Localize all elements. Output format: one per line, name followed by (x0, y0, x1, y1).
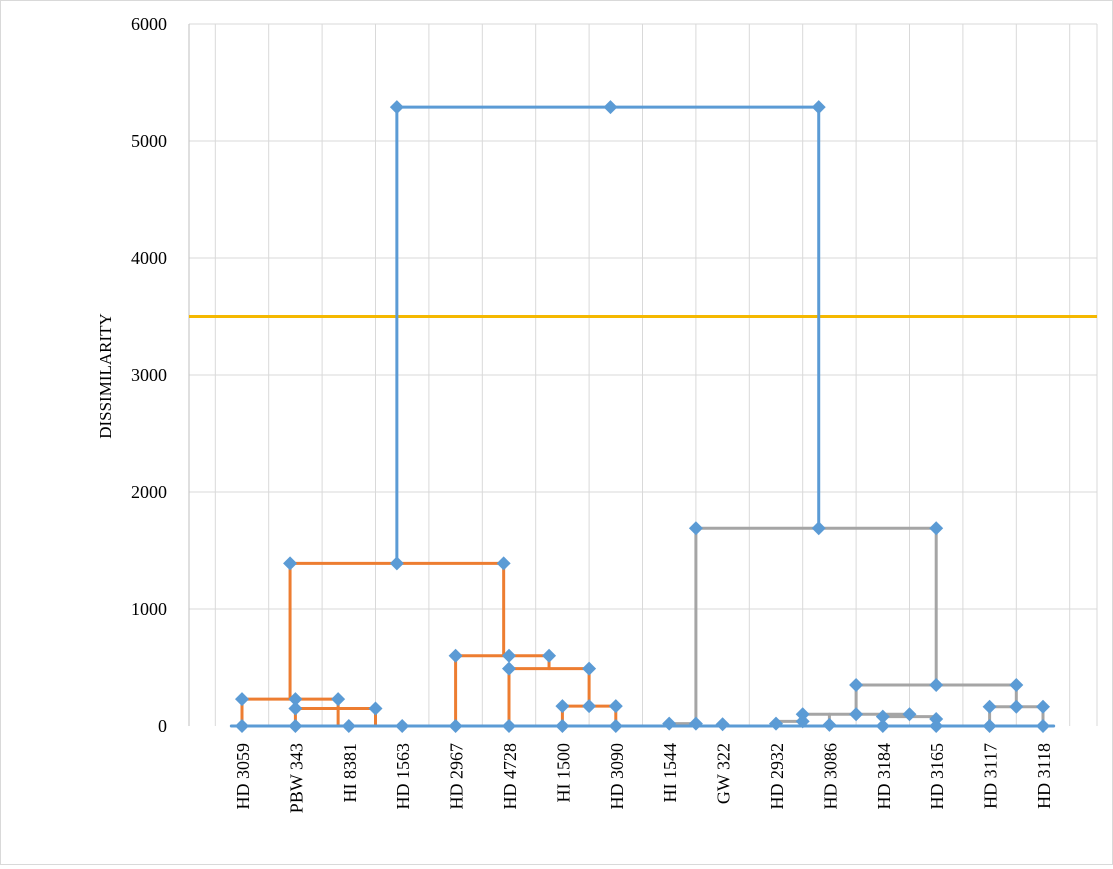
y-tick-label: 0 (158, 716, 167, 736)
x-tick-label: HD 4728 (500, 743, 520, 810)
data-point-marker (929, 521, 944, 536)
x-tick-label: HD 3184 (874, 743, 894, 810)
data-point-marker (331, 692, 346, 707)
data-point-marker (502, 661, 516, 676)
y-tick-label: 1000 (131, 599, 167, 619)
data-point-marker (582, 661, 597, 676)
data-point-marker (902, 707, 917, 722)
x-tick-label: HD 2932 (767, 743, 787, 810)
x-tick-label: HI 1500 (553, 743, 573, 803)
x-tick-label: HI 8381 (340, 743, 360, 803)
data-point-marker (555, 719, 570, 733)
data-point-marker (1009, 678, 1024, 693)
data-point-marker (448, 648, 463, 663)
data-point-marker (608, 719, 623, 733)
data-point-marker (555, 699, 570, 714)
data-point-marker (235, 692, 249, 707)
data-point-marker (929, 711, 944, 726)
x-tick-label: HD 3165 (927, 743, 947, 810)
y-axis-title: DISSIMILARITY (96, 313, 115, 439)
data-point-marker (688, 716, 703, 731)
x-tick-label: HD 3117 (981, 743, 1001, 809)
data-point-marker (235, 719, 249, 733)
x-tick-label: HD 2967 (447, 743, 467, 810)
data-point-marker (389, 556, 404, 571)
data-point-marker (688, 521, 703, 536)
y-tick-label: 4000 (131, 248, 167, 268)
data-point-marker (542, 648, 557, 663)
data-point-marker (822, 717, 837, 732)
data-point-marker (502, 719, 516, 733)
data-point-marker (1036, 719, 1050, 733)
data-point-marker (795, 714, 810, 729)
data-point-marker (502, 648, 516, 663)
data-point-marker (849, 678, 864, 693)
data-point-marker (448, 719, 463, 733)
data-point-marker (496, 556, 511, 571)
data-point-marker (582, 699, 597, 714)
data-point-marker (875, 709, 890, 724)
x-tick-label: HD 3090 (607, 743, 627, 810)
data-point-marker (395, 719, 410, 733)
data-point-marker (608, 699, 623, 714)
data-point-marker (662, 716, 677, 731)
x-tick-label: GW 322 (714, 743, 734, 804)
x-tick-label: HD 3118 (1034, 743, 1054, 809)
x-tick-label: HD 3086 (820, 743, 840, 810)
data-point-marker (769, 716, 783, 731)
x-tick-label: PBW 343 (286, 743, 306, 813)
data-point-marker (288, 692, 303, 707)
data-point-marker (1009, 699, 1024, 714)
y-tick-label: 5000 (131, 131, 167, 151)
y-tick-label: 2000 (131, 482, 167, 502)
data-point-marker (929, 719, 944, 733)
data-point-marker (982, 699, 997, 714)
data-point-marker (368, 701, 383, 716)
data-point-marker (849, 707, 864, 722)
data-point-marker (811, 100, 826, 115)
x-tick-label: HD 3059 (233, 743, 253, 810)
data-point-marker (341, 719, 356, 733)
data-point-marker (288, 719, 303, 733)
data-point-marker (982, 719, 997, 733)
data-point-marker (283, 556, 298, 571)
data-point-marker (288, 701, 303, 716)
x-tick-label: HI 1544 (660, 743, 680, 803)
data-point-marker (389, 100, 404, 115)
data-point-marker (1036, 699, 1050, 714)
data-point-marker (715, 717, 730, 732)
data-point-marker (811, 521, 826, 536)
y-tick-label: 6000 (131, 14, 167, 34)
data-point-marker (875, 719, 890, 733)
y-tick-label: 3000 (131, 365, 167, 385)
data-point-marker (795, 707, 810, 722)
data-point-marker (603, 100, 618, 115)
data-point-marker (929, 678, 944, 693)
x-tick-label: HD 1563 (393, 743, 413, 810)
